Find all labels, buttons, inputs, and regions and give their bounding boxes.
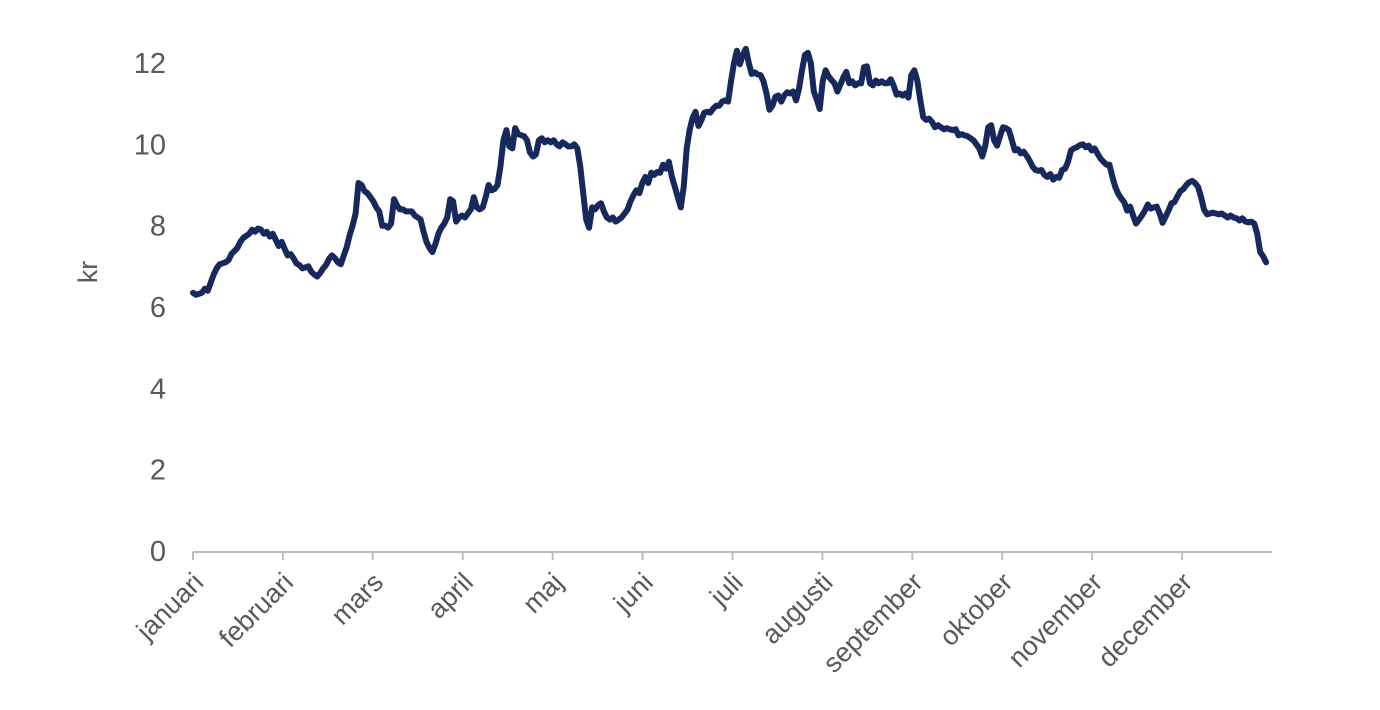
price-line: [190, 45, 1270, 298]
x-tick-label-april: april: [422, 567, 479, 624]
x-tick-label-januari: januari: [130, 567, 209, 646]
y-tick-label-8: 8: [150, 211, 166, 243]
y-tick-label-0: 0: [150, 536, 166, 568]
x-tick-label-augusti: augusti: [756, 567, 839, 650]
x-tick-label-mars: mars: [325, 567, 389, 631]
x-tick-label-juni: juni: [607, 567, 659, 619]
x-tick-label-oktober: oktober: [934, 567, 1019, 652]
y-tick-label-4: 4: [150, 373, 166, 405]
y-axis-title: kr: [73, 261, 103, 284]
x-tick-label-juli: juli: [703, 567, 748, 612]
x-tick-label-november: november: [1002, 567, 1108, 673]
y-tick-label-10: 10: [134, 129, 166, 161]
x-tick-label-maj: maj: [517, 567, 569, 619]
x-tick-label-december: december: [1092, 567, 1198, 673]
y-tick-label-12: 12: [134, 48, 166, 80]
x-tick-label-februari: februari: [213, 567, 299, 653]
y-tick-label-6: 6: [150, 292, 166, 324]
y-tick-label-2: 2: [150, 455, 166, 487]
